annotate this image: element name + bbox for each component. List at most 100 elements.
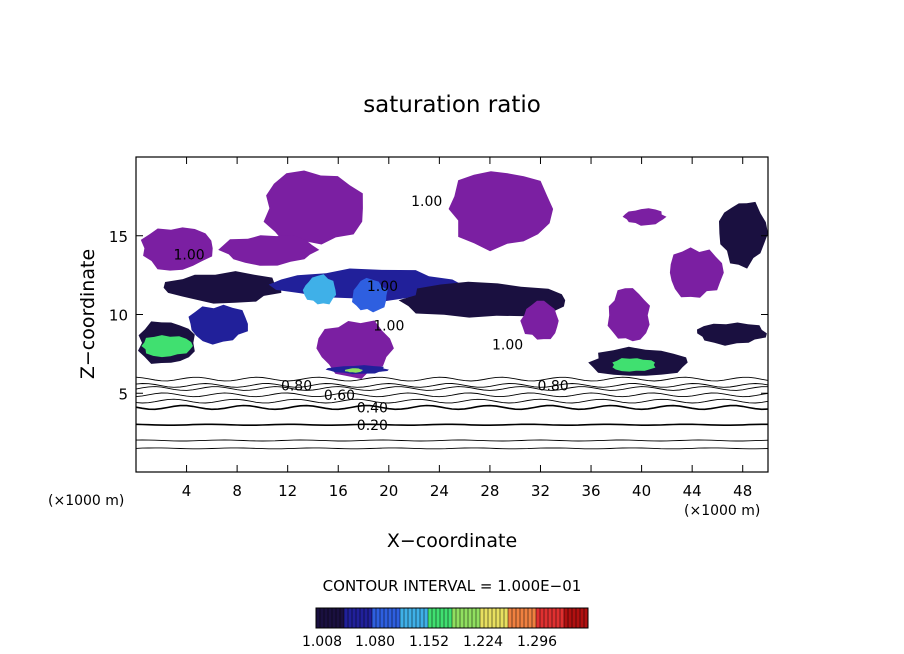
colorbar-cell	[428, 608, 433, 628]
colorbar-cell	[360, 608, 365, 628]
colorbar-cell	[472, 608, 477, 628]
colorbar-cell	[444, 608, 449, 628]
y-tick-label: 10	[109, 307, 128, 325]
x-tick-label: 8	[232, 482, 242, 500]
colorbar-cell	[504, 608, 509, 628]
contour-label: 0.40	[357, 400, 388, 416]
colorbar-cell	[536, 608, 541, 628]
contour-line	[135, 439, 769, 442]
saturation-region	[612, 358, 656, 372]
contour-labels: 0.20 0.400.60 0.80 0.80 1.00 1.00 1.00 1.00 1.00	[174, 194, 569, 434]
colorbar-cell	[492, 608, 497, 628]
colorbar-cell	[452, 608, 457, 628]
contour-label: 1.00	[373, 319, 404, 335]
colorbar-cell	[524, 608, 529, 628]
x-tick-label: 36	[581, 482, 600, 500]
colorbar-cell	[540, 608, 545, 628]
colorbar-cell	[340, 608, 345, 628]
colorbar-cell	[404, 608, 409, 628]
colorbar-cell	[332, 608, 337, 628]
colorbar-cell	[484, 608, 489, 628]
colorbar-cell	[548, 608, 553, 628]
saturation-region	[448, 171, 554, 252]
x-tick-label: 44	[683, 482, 702, 500]
colorbar-cell	[476, 608, 481, 628]
colorbar-cell	[436, 608, 441, 628]
contour-label: 1.00	[367, 279, 398, 295]
colorbar-labels: 1.008 1.080 1.152 1.224 1.296	[302, 634, 557, 650]
x-axis-label: X−coordinate	[387, 530, 517, 552]
colorbar-frame	[315, 607, 589, 629]
colorbar-label: 1.224	[463, 634, 503, 650]
colorbar-cell	[348, 608, 353, 628]
saturation-region	[344, 368, 363, 373]
colorbar-cell	[512, 608, 517, 628]
contour-label: 0.80	[281, 378, 312, 394]
contour-line	[135, 423, 768, 426]
x-tick-label: 20	[379, 482, 398, 500]
colorbar-cell	[568, 608, 573, 628]
contour-label: 0.20	[357, 418, 388, 434]
colorbar-cell	[432, 608, 437, 628]
saturation-region	[520, 300, 559, 340]
saturation-region	[218, 235, 320, 266]
x-tick-label: 4	[182, 482, 192, 500]
contour-label: 1.00	[411, 194, 442, 210]
x-axis-ticks: 4 8 12 16 20 24 28 32 36 40 44 48	[182, 157, 752, 500]
saturation-region	[140, 227, 213, 271]
colorbar-cell	[424, 608, 429, 628]
y-axis-ticks: 5 10 15	[109, 228, 768, 403]
x-tick-label: 32	[531, 482, 550, 500]
saturation-region	[352, 277, 388, 313]
contour-label: 1.00	[174, 248, 205, 264]
colorbar-cell	[584, 608, 589, 628]
colorbar-cell	[520, 608, 525, 628]
contour-interval-text: CONTOUR INTERVAL = 1.000E−01	[323, 577, 582, 595]
colorbar-cell	[544, 608, 549, 628]
colorbar-cell	[324, 608, 329, 628]
colorbar-cell	[380, 608, 385, 628]
contour-line	[135, 376, 769, 382]
contour-line	[135, 398, 769, 404]
colorbar-cell	[456, 608, 461, 628]
colorbar-cell	[552, 608, 557, 628]
colorbar-cell	[516, 608, 521, 628]
colorbar-cell	[572, 608, 577, 628]
colorbar-cell	[440, 608, 445, 628]
contour-lines	[135, 376, 769, 450]
contour-line	[135, 392, 769, 398]
saturation-regions	[138, 170, 768, 379]
colorbar-cell	[508, 608, 513, 628]
colorbar-cell	[468, 608, 473, 628]
colorbar-cell	[396, 608, 401, 628]
colorbar-cell	[344, 608, 349, 628]
colorbar-cell	[576, 608, 581, 628]
y-tick-label: 15	[109, 228, 128, 246]
colorbar-cell	[388, 608, 393, 628]
colorbar-cell	[328, 608, 333, 628]
colorbar-cell	[392, 608, 397, 628]
colorbar-label: 1.152	[409, 634, 449, 650]
colorbar-cell	[564, 608, 569, 628]
colorbar-cell	[480, 608, 485, 628]
x-tick-label: 48	[733, 482, 752, 500]
contour-line	[135, 383, 769, 388]
saturation-region	[697, 322, 767, 346]
colorbar-cell	[528, 608, 533, 628]
saturation-region	[163, 271, 282, 304]
x-tick-label: 28	[480, 482, 499, 500]
x-unit-left: (×1000 m)	[48, 493, 124, 509]
colorbar-cell	[384, 608, 389, 628]
saturation-region	[607, 288, 650, 342]
colorbar-cell	[460, 608, 465, 628]
x-tick-label: 16	[329, 482, 348, 500]
colorbar-cell	[560, 608, 565, 628]
colorbar-cell	[420, 608, 425, 628]
contour-line	[135, 404, 769, 411]
colorbar-cell	[356, 608, 361, 628]
saturation-region	[263, 170, 363, 246]
chart-title: saturation ratio	[363, 92, 541, 118]
colorbar-cell	[464, 608, 469, 628]
colorbar-cell	[532, 608, 537, 628]
